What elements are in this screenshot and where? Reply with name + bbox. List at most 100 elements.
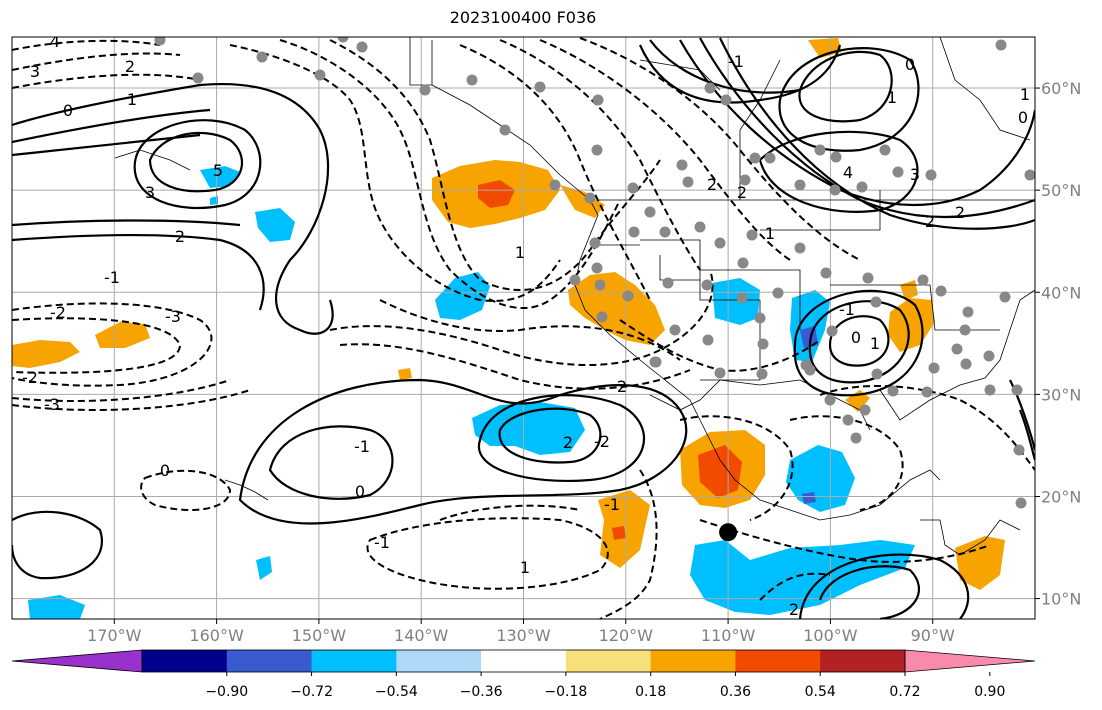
lon-tick-label: 170°W (87, 626, 142, 645)
contour-label: 1 (127, 90, 137, 109)
station-dot (1011, 384, 1023, 396)
colorbar-segment (311, 650, 397, 672)
positive-anomaly-region (12, 340, 80, 368)
station-dot (754, 312, 766, 324)
station-dot (594, 279, 606, 291)
negative-anomaly-region (28, 595, 85, 619)
station-dot (1015, 497, 1027, 509)
colorbar-tick-label: −0.72 (290, 684, 333, 700)
station-dot (917, 274, 929, 286)
colorbar-outline (141, 649, 906, 673)
contour-label: -1 (354, 437, 370, 456)
station-dot (746, 229, 758, 241)
contour-label: 0 (355, 482, 365, 501)
positive-anomaly-region (560, 185, 605, 218)
contour-label: -2 (22, 368, 38, 387)
lat-tick-label: 40°N (1041, 283, 1081, 302)
station-dot (314, 69, 326, 81)
colorbar-tick-label: 0.72 (889, 684, 920, 700)
contour-label: -1 (104, 268, 120, 287)
positive-anomaly-region (612, 526, 626, 540)
station-dot (984, 384, 996, 396)
station-dot (682, 176, 694, 188)
station-dot (154, 37, 166, 46)
contour-label: 1 (887, 88, 897, 107)
station-dot (549, 179, 561, 191)
station-dot (960, 358, 972, 370)
colorbar-segment (142, 650, 228, 672)
station-dot (589, 237, 601, 249)
lon-tick-label: 130°W (496, 626, 551, 645)
station-dot (829, 184, 841, 196)
station-dot (419, 84, 431, 96)
colorbar-tick-label: 0.90 (974, 684, 1005, 700)
colorbar-tick-label: −0.36 (460, 684, 503, 700)
contour-label: 2 (175, 227, 185, 246)
station-dot (739, 174, 751, 186)
station-dot (749, 152, 761, 164)
contour-label: 1 (870, 334, 880, 353)
station-dot (669, 324, 681, 336)
contour-label: 3 (145, 183, 155, 202)
colorbar-segment (565, 650, 652, 672)
station-dot (466, 74, 478, 86)
station-dot (622, 290, 634, 302)
station-dot (879, 144, 891, 156)
station-dot (870, 296, 882, 308)
negative-anomaly-region (712, 278, 760, 325)
station-dot (794, 242, 806, 254)
positive-anomaly-region (955, 536, 1005, 590)
station-dot (935, 285, 947, 297)
colorbar-segment (650, 650, 736, 672)
station-points (154, 37, 1035, 509)
station-dot (925, 169, 937, 181)
station-dot (534, 81, 546, 93)
contour-label: 3 (910, 165, 920, 184)
contour-label: 2 (125, 57, 135, 76)
station-dot (592, 94, 604, 106)
station-dot (584, 192, 596, 204)
contour-label: 2 (563, 433, 573, 452)
contour-label: -2 (594, 432, 610, 451)
station-dot (701, 279, 713, 291)
contour-lines (12, 37, 1035, 619)
contour-label: 5 (213, 161, 223, 180)
contour-label: -3 (44, 395, 60, 414)
lon-tick-label: 110°W (701, 626, 756, 645)
negative-anomaly-region (802, 492, 816, 504)
contour-label: -1 (728, 52, 744, 71)
contour-label: 2 (925, 212, 935, 231)
colorbar-segment (735, 650, 821, 672)
contour-label: -1 (839, 300, 855, 319)
station-dot (862, 272, 874, 284)
station-dot (736, 292, 748, 304)
lon-tick-label: 90°W (911, 626, 955, 645)
lon-tick-label: 150°W (292, 626, 347, 645)
lat-tick-label: 50°N (1041, 181, 1081, 200)
lat-tick-label: 30°N (1041, 385, 1081, 404)
station-dot (859, 404, 871, 416)
lat-tick-label: 60°N (1041, 79, 1081, 98)
station-dot (856, 181, 868, 193)
lat-tick-label: 20°N (1041, 487, 1081, 506)
station-dot (824, 394, 836, 406)
positive-anomaly-region (568, 272, 665, 345)
station-dot (702, 334, 714, 346)
station-dot (830, 151, 842, 163)
contour-label: 0 (1018, 108, 1028, 127)
contour-label: 0 (63, 101, 73, 120)
station-dot (720, 94, 732, 106)
station-dot (921, 386, 933, 398)
colorbar-segment (396, 650, 482, 672)
station-dot (887, 385, 899, 397)
station-dot (676, 159, 688, 171)
station-dot (826, 325, 838, 337)
colorbar-segment (481, 650, 567, 672)
negative-anomaly-region (210, 196, 218, 205)
station-dot (649, 356, 661, 368)
station-dot (756, 368, 768, 380)
station-dot (1013, 444, 1025, 456)
